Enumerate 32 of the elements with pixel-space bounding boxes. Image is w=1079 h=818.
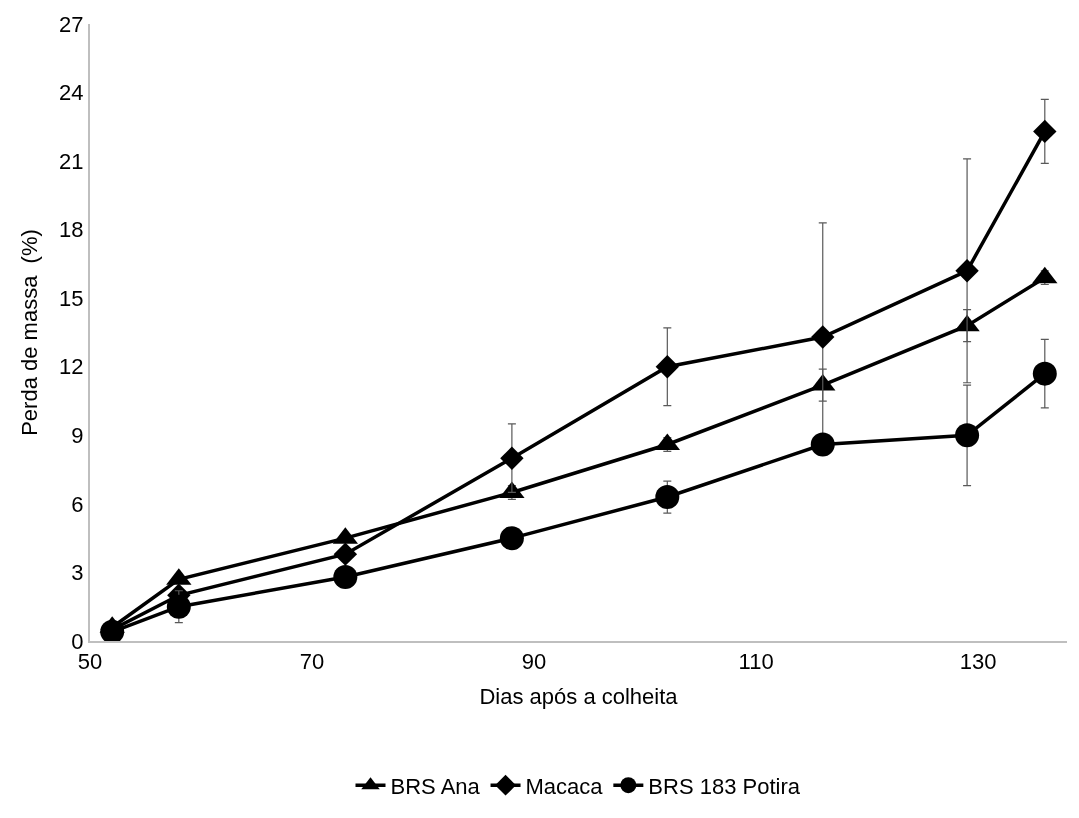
x-tick-label: 90 [521, 649, 547, 675]
y-tick-label: 24 [59, 80, 84, 106]
y-axis-title: Perda de massa (%) [17, 229, 43, 436]
y-tick-label: 6 [71, 491, 84, 517]
x-tick-label: 110 [738, 649, 774, 675]
point [499, 526, 524, 551]
point [655, 485, 680, 510]
point [810, 432, 835, 457]
legend-label: BRS Ana [390, 773, 481, 799]
point [166, 594, 191, 619]
point [100, 619, 125, 641]
y-tick-label: 3 [71, 560, 84, 586]
point [1032, 361, 1057, 386]
legend-label: Macaca [525, 773, 604, 799]
y-tick-label: 27 [59, 11, 84, 37]
y-tick-label: 15 [59, 285, 84, 311]
y-tick-label: 9 [71, 423, 84, 449]
y-tick-label: 12 [59, 354, 84, 380]
point [333, 542, 358, 566]
point [955, 259, 979, 283]
point [955, 423, 980, 448]
point [1033, 119, 1057, 144]
point [655, 355, 680, 379]
point [333, 565, 358, 589]
point [811, 325, 835, 349]
x-tick-label: 70 [299, 649, 325, 675]
x-axis-title: Dias após a colheita [479, 683, 679, 709]
point [500, 446, 524, 470]
legend-label: BRS 183 Potira [648, 773, 801, 799]
y-tick-label: 21 [59, 148, 84, 174]
y-tick-label: 18 [59, 217, 84, 243]
x-tick-label: 130 [959, 649, 997, 675]
